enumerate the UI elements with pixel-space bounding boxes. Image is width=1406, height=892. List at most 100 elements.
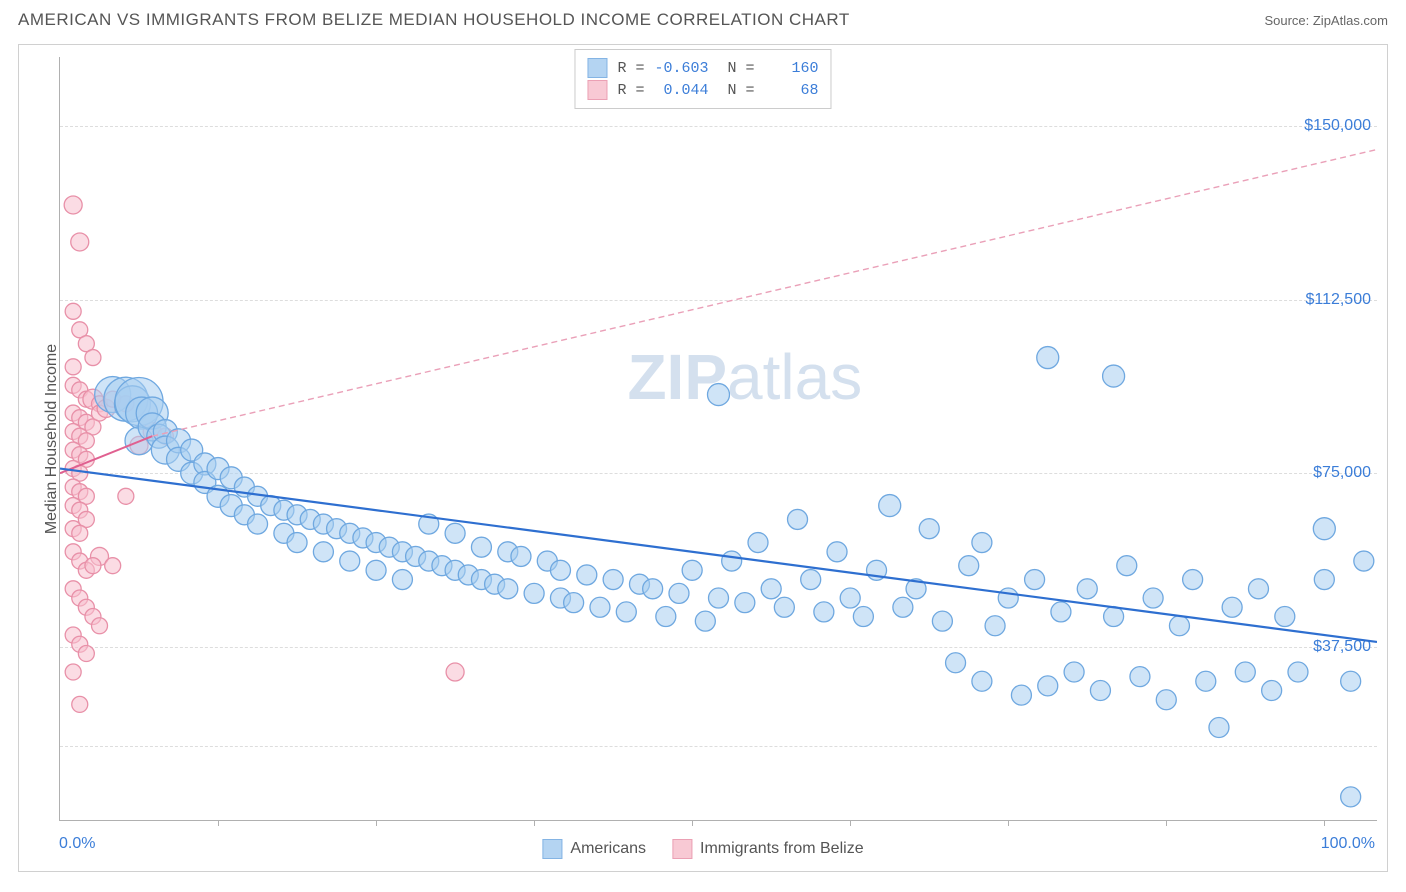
data-point [959, 556, 979, 576]
chart-container: Median Household Income ZIPatlas $37,500… [18, 44, 1388, 872]
y-axis-title: Median Household Income [43, 343, 61, 533]
chart-title: AMERICAN VS IMMIGRANTS FROM BELIZE MEDIA… [18, 10, 850, 30]
data-point [1248, 579, 1268, 599]
data-point [313, 542, 333, 562]
data-point [1011, 685, 1031, 705]
data-point [511, 546, 531, 566]
trend-line [152, 149, 1377, 436]
data-point [65, 303, 81, 319]
data-point [1104, 607, 1124, 627]
data-point [998, 588, 1018, 608]
legend-row-belize: R =0.044 N =68 [587, 80, 818, 100]
data-point [1103, 365, 1125, 387]
data-point [1077, 579, 1097, 599]
data-point [1262, 681, 1282, 701]
data-point [564, 593, 584, 613]
data-point [248, 514, 268, 534]
data-point [590, 597, 610, 617]
data-point [340, 551, 360, 571]
data-point [65, 664, 81, 680]
data-point [1235, 662, 1255, 682]
data-point [603, 570, 623, 590]
data-point [1090, 681, 1110, 701]
data-point [446, 663, 464, 681]
data-point [722, 551, 742, 571]
data-point [616, 602, 636, 622]
data-point [972, 533, 992, 553]
data-point [695, 611, 715, 631]
trend-line [60, 469, 1377, 642]
data-point [814, 602, 834, 622]
data-point [85, 558, 101, 574]
data-point [840, 588, 860, 608]
data-point [72, 525, 88, 541]
data-point [774, 597, 794, 617]
legend-item-belize: Immigrants from Belize [672, 839, 864, 859]
x-axis-min-label: 0.0% [59, 835, 95, 853]
source-attribution: Source: ZipAtlas.com [1264, 13, 1388, 28]
data-point [1183, 570, 1203, 590]
data-point [105, 558, 121, 574]
data-point [919, 519, 939, 539]
data-point [1143, 588, 1163, 608]
data-point [656, 607, 676, 627]
data-point [71, 233, 89, 251]
data-point [577, 565, 597, 585]
data-point [1169, 616, 1189, 636]
legend-item-americans: Americans [542, 839, 646, 859]
data-point [1117, 556, 1137, 576]
data-point [972, 671, 992, 691]
data-point [1354, 551, 1374, 571]
data-point [761, 579, 781, 599]
data-point [827, 542, 847, 562]
data-point [748, 533, 768, 553]
data-point [853, 607, 873, 627]
x-axis-max-label: 100.0% [1321, 835, 1375, 853]
data-point [1341, 787, 1361, 807]
data-point [643, 579, 663, 599]
data-point [1275, 607, 1295, 627]
data-point [1051, 602, 1071, 622]
data-point [65, 359, 81, 375]
data-point [801, 570, 821, 590]
series-legend: Americans Immigrants from Belize [542, 839, 863, 859]
data-point [471, 537, 491, 557]
data-point [92, 618, 108, 634]
data-point [118, 488, 134, 504]
data-point [1156, 690, 1176, 710]
data-point [78, 646, 94, 662]
data-point [669, 583, 689, 603]
data-point [1064, 662, 1084, 682]
data-point [1209, 718, 1229, 738]
data-point [932, 611, 952, 631]
data-point [445, 523, 465, 543]
data-point [550, 560, 570, 580]
swatch-belize [587, 80, 607, 100]
data-point [1222, 597, 1242, 617]
data-point [1313, 518, 1335, 540]
data-point [1037, 347, 1059, 369]
data-point [1130, 667, 1150, 687]
plot-area: Median Household Income ZIPatlas $37,500… [59, 57, 1377, 821]
legend-row-americans: R =-0.603 N =160 [587, 58, 818, 78]
data-point [788, 509, 808, 529]
data-point [708, 384, 730, 406]
source-link[interactable]: ZipAtlas.com [1313, 13, 1388, 28]
data-point [524, 583, 544, 603]
data-point [366, 560, 386, 580]
data-point [735, 593, 755, 613]
data-point [879, 495, 901, 517]
data-point [1341, 671, 1361, 691]
data-point [392, 570, 412, 590]
data-point [72, 696, 88, 712]
data-point [946, 653, 966, 673]
data-point [1196, 671, 1216, 691]
data-point [498, 579, 518, 599]
swatch-belize-bottom [672, 839, 692, 859]
data-point [709, 588, 729, 608]
data-point [893, 597, 913, 617]
data-point [1038, 676, 1058, 696]
data-point [64, 196, 82, 214]
data-point [1314, 570, 1334, 590]
data-point [85, 350, 101, 366]
